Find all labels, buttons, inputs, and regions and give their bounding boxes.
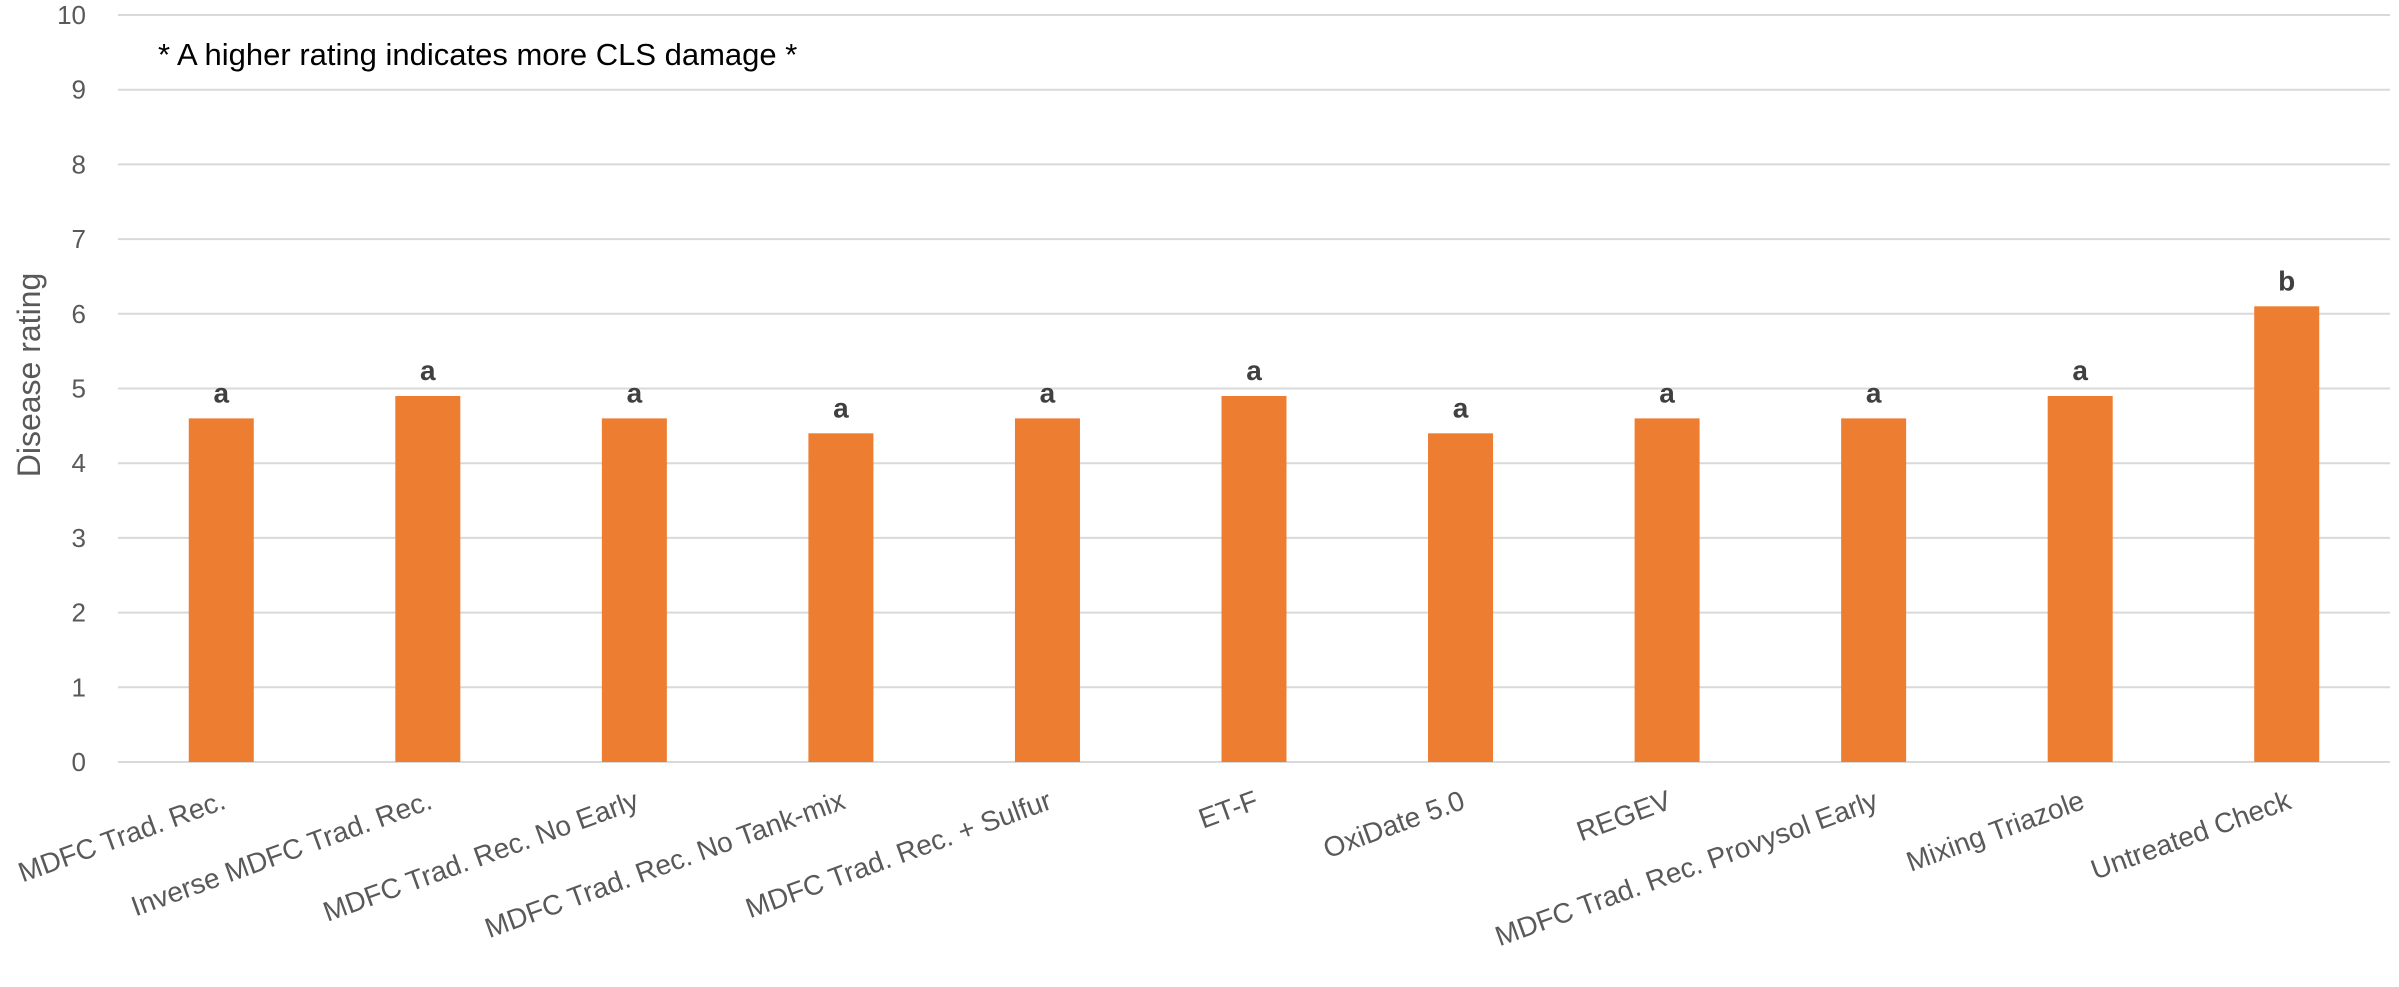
chart-annotation: * A higher rating indicates more CLS dam… xyxy=(158,37,797,72)
x-category-label: REGEV xyxy=(1572,784,1675,847)
bar xyxy=(395,395,461,762)
x-category-label: ET-F xyxy=(1194,785,1262,835)
y-tick-label: 6 xyxy=(72,299,86,329)
bar-data-label: a xyxy=(1453,392,1469,423)
y-tick-label: 5 xyxy=(72,374,86,404)
x-axis-categories: MDFC Trad. Rec.Inverse MDFC Trad. Rec.MD… xyxy=(14,784,2296,952)
bar xyxy=(1841,418,1907,762)
x-category-label: Untreated Check xyxy=(2087,784,2296,885)
y-tick-label: 3 xyxy=(72,523,86,553)
bar xyxy=(188,418,254,762)
y-axis-ticks: 0 1 2 3 4 5 6 7 8 9 10 xyxy=(57,0,86,777)
bar xyxy=(2254,306,2320,762)
y-tick-label: 8 xyxy=(72,149,86,179)
data-labels: a a a a a a a a a a b xyxy=(213,265,2295,423)
bar-data-label: a xyxy=(1246,355,1262,386)
y-tick-label: 9 xyxy=(72,75,86,105)
bar-data-label: a xyxy=(2072,355,2088,386)
x-category-label: MDFC Trad. Rec. No Tank-mix xyxy=(481,785,849,944)
y-tick-label: 0 xyxy=(72,747,86,777)
bar-data-label: a xyxy=(420,355,436,386)
y-tick-label: 7 xyxy=(72,224,86,254)
bar-data-label: b xyxy=(2278,265,2295,296)
bar-data-label: a xyxy=(1866,377,1882,408)
y-tick-label: 2 xyxy=(72,598,86,628)
x-category-label: MDFC Trad. Rec. Provysol Early xyxy=(1491,785,1882,952)
bar-data-label: a xyxy=(627,377,643,408)
x-category-label: Mixing Triazole xyxy=(1902,785,2088,878)
bar xyxy=(808,433,874,762)
bar xyxy=(601,418,667,762)
bar-data-label: a xyxy=(1659,377,1675,408)
x-category-label: OxiDate 5.0 xyxy=(1319,785,1469,865)
y-tick-label: 4 xyxy=(72,448,86,478)
bar xyxy=(1221,395,1287,762)
bar-data-label: a xyxy=(1040,377,1056,408)
y-axis-title: Disease rating xyxy=(11,273,47,478)
bar-data-label: a xyxy=(213,377,229,408)
y-tick-label: 1 xyxy=(72,672,86,702)
bars xyxy=(188,306,2320,762)
bar-data-label: a xyxy=(833,392,849,423)
y-tick-label: 10 xyxy=(57,0,86,30)
bar xyxy=(1428,433,1494,762)
bar xyxy=(1014,418,1080,762)
bar xyxy=(1634,418,1700,762)
bar xyxy=(2047,395,2113,762)
